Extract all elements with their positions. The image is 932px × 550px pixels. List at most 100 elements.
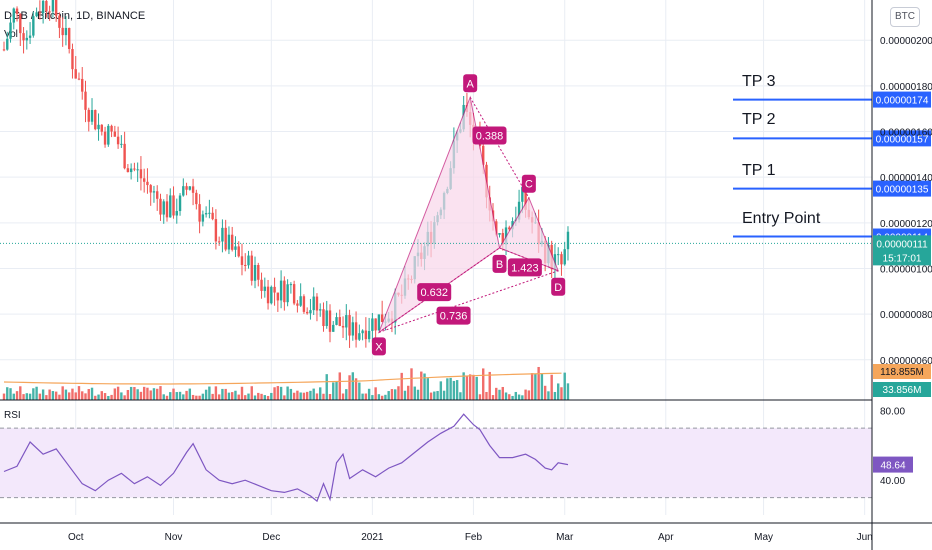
rsi-value-badge — [873, 456, 913, 473]
volume-bar — [211, 393, 214, 400]
candle-body — [6, 38, 9, 50]
volume-bar — [247, 393, 250, 400]
rsi-tick-label: 80.00 — [880, 407, 905, 418]
volume-bar — [410, 368, 413, 400]
candle-body — [292, 284, 296, 304]
pattern-point-label: C — [525, 179, 533, 191]
last-price-label: 0.00000111 — [876, 239, 928, 250]
candle-body — [175, 211, 178, 216]
tp-level-label: TP 1 — [742, 161, 776, 179]
volume-bar — [231, 392, 234, 400]
pattern-ratio-badge — [472, 126, 507, 145]
volume-bar — [58, 394, 61, 400]
pattern-point-badge — [492, 254, 507, 273]
price-tick-label: 0.00000100 — [880, 264, 932, 275]
volume-bar — [508, 394, 511, 400]
candle-body — [247, 255, 250, 266]
rsi-series-line — [3, 413, 569, 503]
candle-body — [250, 255, 253, 281]
volume-bar — [491, 395, 495, 400]
volume-bar — [263, 395, 266, 400]
volume-bar — [472, 374, 475, 400]
volume-bar — [77, 386, 81, 400]
volume-bar — [319, 387, 322, 400]
candle-body — [332, 324, 335, 332]
candle-body — [289, 284, 293, 286]
pattern-point-label: B — [496, 259, 503, 271]
volume-bar — [142, 386, 146, 400]
volume-bar — [358, 382, 361, 400]
candle-body — [38, 12, 42, 14]
candle-body — [120, 143, 123, 145]
volume-bar — [338, 372, 341, 400]
volume-bar — [521, 395, 524, 400]
volume-bar — [162, 394, 165, 400]
candle-body — [113, 131, 117, 137]
candle-body — [9, 22, 12, 39]
volume-bar — [41, 389, 45, 400]
volume-bar — [234, 390, 237, 400]
volume-bar — [429, 392, 433, 400]
volume-bar — [15, 391, 19, 400]
volume-bar — [61, 386, 64, 400]
volume-bar — [550, 374, 553, 400]
time-tick-label: Oct — [68, 532, 84, 543]
candle-body — [345, 315, 348, 328]
volume-bar — [387, 391, 390, 400]
pattern-ratio-label: 1.423 — [511, 262, 539, 274]
volume-bar — [517, 394, 521, 400]
pattern-ratio-line — [469, 97, 530, 198]
candle-body — [276, 292, 280, 301]
volume-badge — [873, 382, 931, 397]
candle-body — [146, 181, 149, 186]
volume-bar — [309, 390, 312, 400]
candle-body — [358, 333, 361, 340]
currency-button[interactable]: BTC — [890, 7, 920, 27]
candle-body — [296, 303, 299, 306]
candle-body — [266, 286, 270, 304]
candle-body — [172, 195, 175, 216]
volume-ma-label: 118.855M — [880, 367, 924, 378]
volume-bar — [45, 395, 48, 400]
candle-body — [110, 125, 113, 132]
volume-bar — [305, 391, 309, 400]
candle-body — [48, 11, 51, 13]
volume-bar — [400, 372, 403, 400]
volume-bar — [345, 389, 348, 400]
candle-body — [495, 221, 498, 235]
tp-level-label: TP 2 — [742, 111, 776, 129]
volume-bar — [139, 391, 143, 400]
price-tick-label: 0.00000160 — [880, 128, 932, 139]
candle-body — [521, 187, 524, 202]
candle-body — [90, 110, 94, 122]
volume-bar — [439, 381, 443, 400]
volume-bar — [237, 394, 240, 400]
rsi-line — [3, 413, 569, 503]
volume-bar — [485, 391, 488, 400]
volume-bar — [94, 395, 97, 400]
candle-body — [51, 0, 55, 12]
volume-bar — [283, 395, 286, 400]
volume-bar — [123, 395, 126, 400]
pattern-point-badge — [371, 337, 386, 356]
volume-bar — [530, 373, 534, 400]
candle-body — [286, 284, 289, 303]
volume-bar — [217, 394, 221, 400]
candle-body — [566, 231, 570, 250]
candle-body — [224, 227, 227, 250]
volume-bar — [367, 388, 371, 400]
pattern-ratio-badge — [507, 258, 542, 277]
bar-countdown-label: 15:17:01 — [883, 253, 922, 264]
price-tick-label: 0.00000140 — [880, 173, 932, 184]
tp-level-label: TP 3 — [742, 72, 776, 90]
candle-body — [322, 309, 325, 327]
tp-price-label: 0.00000157 — [876, 134, 929, 145]
pattern-ratio-label: 0.632 — [420, 287, 448, 299]
volume-bar — [354, 378, 358, 400]
volume-bar — [527, 390, 531, 400]
volume-bar — [81, 391, 84, 400]
candle-body — [508, 227, 511, 230]
candle-body — [58, 15, 61, 28]
